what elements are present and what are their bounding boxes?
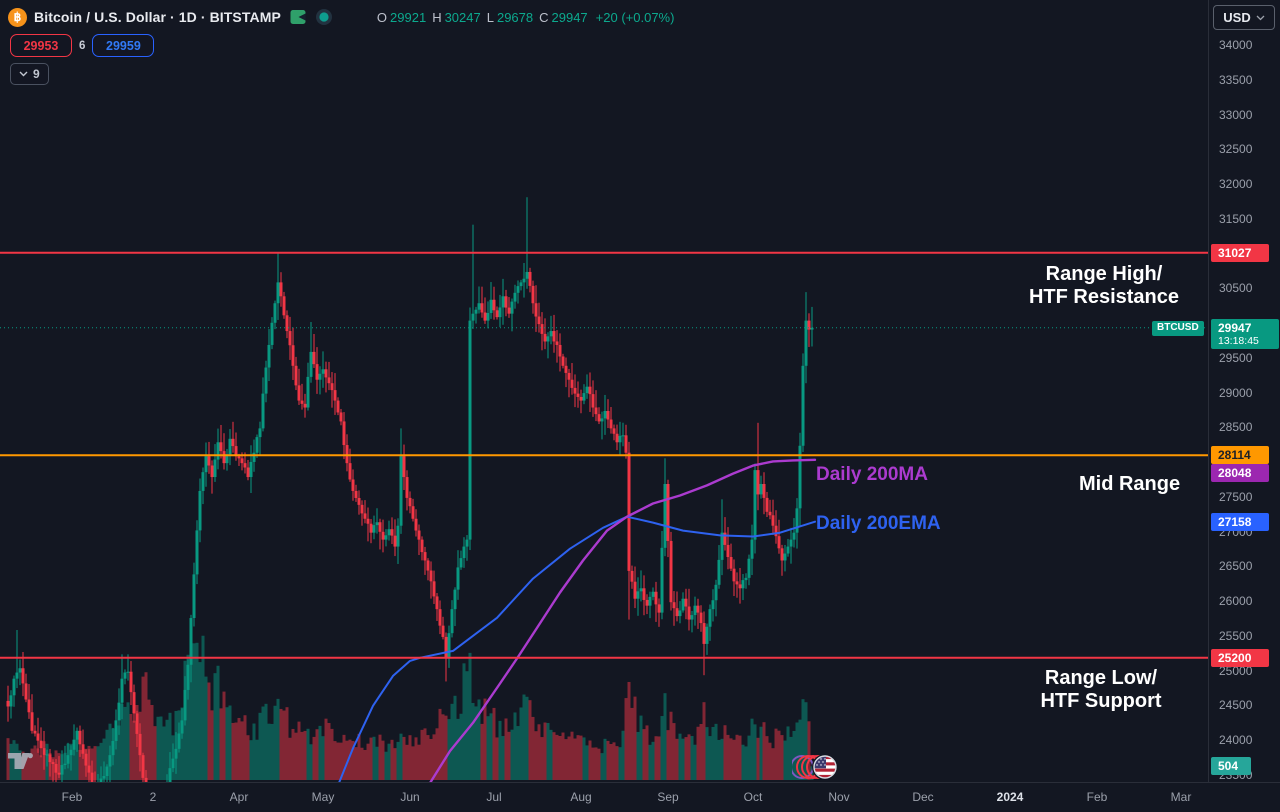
indicator-count: 9 [33, 67, 40, 81]
economic-events-flag-icon[interactable] [790, 752, 840, 787]
time-axis-bar: Feb 2 Apr May Jun Jul Aug Sep Oct Nov Dec 2024 Feb Ma… [0, 782, 1280, 812]
price-badge-25200: 25200 [1211, 648, 1269, 667]
time-axis[interactable]: Feb 2 Apr May Jun Jul Aug Sep Oct Nov Dec 2024 Feb Ma… [0, 783, 1208, 812]
price-badge-31027: 31027 [1211, 243, 1269, 262]
price-tick-27500: 27500 [1219, 489, 1253, 504]
price-tick-26500: 26500 [1219, 559, 1253, 574]
time-label-Sep: Sep [657, 790, 679, 804]
ohlc-readout: O 29921 H 30247 L 29678 C 29947 +20 (+0.… [377, 10, 675, 25]
indicators-collapse-button[interactable]: 9 [10, 63, 49, 85]
time-label-Nov: Nov [828, 790, 850, 804]
price-tick-34000: 34000 [1219, 38, 1253, 52]
range-low-line2: HTF Support [1040, 690, 1162, 712]
price-tick-25000: 25000 [1219, 663, 1253, 678]
time-label-Mar: Mar [1170, 790, 1192, 804]
time-label-Jun: Jun [400, 790, 420, 804]
annotation-range-high[interactable]: Range High/ HTF Resistance [1014, 263, 1194, 309]
chevron-down-icon [1256, 15, 1265, 20]
time-label-Jul: Jul [486, 790, 502, 804]
price-tick-33500: 33500 [1219, 72, 1253, 87]
symbol-price-line-tag: BTCUSD [1152, 321, 1204, 336]
price-badge-28114: 28114 [1211, 446, 1269, 465]
price-tick-24500: 24500 [1219, 698, 1253, 713]
time-label-May: May [311, 790, 335, 804]
time-label-Feb: Feb [1086, 790, 1108, 804]
trade-buttons: 29953 6 29959 [10, 34, 155, 57]
price-axis[interactable]: USD 34000 33500 33000 32500 32000 31500 30500 2… [1208, 0, 1280, 812]
spread-value: 6 [79, 39, 86, 52]
range-high-line2: HTF Resistance [1028, 286, 1180, 308]
annotation-range-low[interactable]: Range Low/ HTF Support [1026, 667, 1176, 713]
time-label-Oct: Oct [743, 790, 763, 804]
price-tick-24000: 24000 [1219, 733, 1253, 748]
price-tick-30500: 30500 [1219, 281, 1253, 296]
ema-200-label[interactable]: Daily 200EMA [816, 513, 941, 534]
time-label-Feb: Feb [61, 790, 83, 804]
currency-toggle-button[interactable]: USD [1213, 5, 1275, 30]
price-tick-32500: 32500 [1219, 142, 1253, 157]
price-badge-27158: 27158 [1211, 512, 1269, 531]
time-label-2: 2 [149, 790, 157, 804]
price-tick-25500: 25500 [1219, 628, 1253, 643]
open-value: 29921 [390, 9, 427, 25]
price-tick-28500: 28500 [1219, 420, 1253, 435]
price-tick-26000: 26000 [1219, 594, 1253, 609]
ma-200-label[interactable]: Daily 200MA [816, 464, 928, 485]
price-tick-31500: 31500 [1219, 211, 1253, 226]
price-tick-32000: 32000 [1219, 177, 1253, 192]
symbol-legend: ฿ Bitcoin / U.S. Dollar · 1D · BITSTAMP … [8, 6, 674, 28]
candle-chart-type-icon[interactable] [290, 9, 306, 25]
volume-layer [6, 621, 814, 780]
chart-canvas[interactable] [0, 0, 1208, 782]
time-label-Aug: Aug [570, 790, 592, 804]
range-low-line1: Range Low/ [1044, 667, 1158, 689]
annotation-mid-range[interactable]: Mid Range [1079, 473, 1181, 495]
time-label-2024: 2024 [996, 790, 1024, 804]
low-label: L [486, 9, 494, 25]
price-badge-504: 504 [1211, 757, 1251, 775]
time-label-Apr: Apr [229, 790, 249, 804]
bitcoin-logo-icon: ฿ [8, 7, 27, 27]
price-badge-28048: 28048 [1211, 463, 1269, 482]
open-label: O [376, 9, 388, 25]
close-label: C [539, 9, 549, 25]
change-value: +20 (+0.07%) [595, 9, 675, 25]
ma-200-line[interactable] [429, 458, 817, 782]
market-status-icon[interactable] [315, 8, 333, 26]
tradingview-logo-icon [8, 753, 33, 775]
price-tick-33000: 33000 [1219, 107, 1253, 122]
ema-200-line[interactable] [337, 515, 816, 782]
buy-button[interactable]: 29959 [92, 34, 155, 57]
high-label: H [432, 9, 442, 25]
sell-button[interactable]: 29953 [10, 34, 72, 57]
range-high-line1: Range High/ [1045, 263, 1163, 285]
close-value: 29947 [551, 9, 588, 25]
price-badge-29947: 29947 13:18:45 [1211, 318, 1279, 349]
candles-layer [6, 197, 814, 782]
time-label-Dec: Dec [912, 790, 934, 804]
high-value: 30247 [444, 9, 481, 25]
symbol-title[interactable]: Bitcoin / U.S. Dollar · 1D · BITSTAMP [34, 9, 281, 25]
price-tick-29000: 29000 [1219, 385, 1253, 400]
currency-label: USD [1223, 10, 1251, 25]
chevron-down-icon [19, 71, 28, 77]
price-tick-29500: 29500 [1219, 350, 1253, 365]
low-value: 29678 [496, 9, 534, 25]
